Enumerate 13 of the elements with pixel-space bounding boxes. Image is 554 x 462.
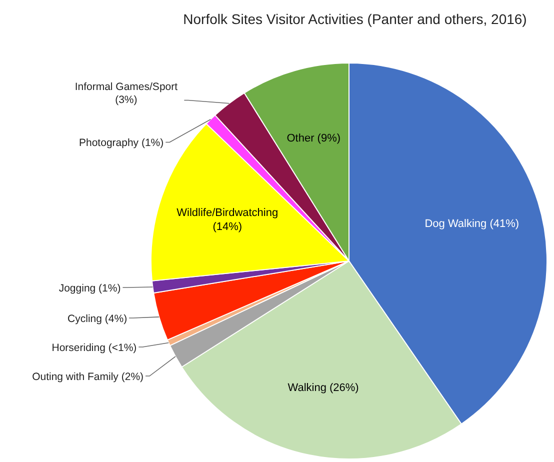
slice-label: Outing with Family (2%) (32, 371, 144, 384)
chart-title: Norfolk Sites Visitor Activities (Panter and others, 2016) (183, 11, 527, 27)
slice-label: Walking (26%) (288, 382, 359, 394)
slice-label: Dog Walking (41%) (424, 218, 520, 230)
slice-label: Jogging (1%) (58, 282, 121, 294)
slice-label: Photography (1%) (78, 137, 164, 150)
slice-label: Wildlife/Birdwatching (176, 206, 278, 219)
data-label: (14%) (212, 220, 242, 233)
slice-label: Horseriding (<1%) (52, 342, 137, 354)
slice-label: Cycling (4%) (68, 313, 128, 326)
slice-label: Informal Games/Sport (74, 81, 178, 94)
data-label: (3%) (115, 94, 138, 106)
slice-label: Other (9%) (286, 132, 341, 144)
